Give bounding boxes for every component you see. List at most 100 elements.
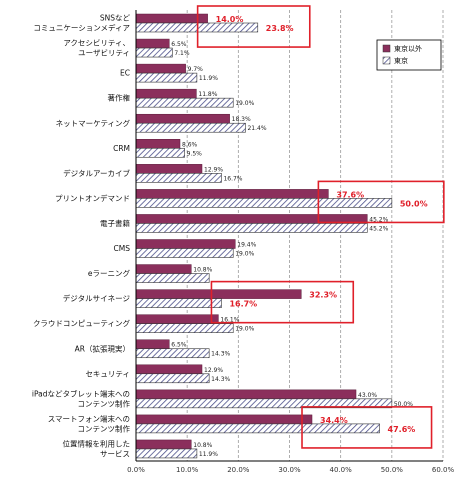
bar-tokyo-ika bbox=[135, 189, 329, 199]
category-label: eラーニング bbox=[88, 268, 131, 278]
bar-tokyo bbox=[135, 47, 173, 58]
bar-value-label: 21.4% bbox=[247, 125, 266, 132]
category-label: プリントオンデマンド bbox=[55, 193, 130, 203]
highlight-label: 32.3% bbox=[309, 291, 337, 300]
bar-tokyo-ika bbox=[135, 289, 302, 299]
category-label: アクセシビリティ、 bbox=[63, 39, 130, 48]
bar-tokyo-ika bbox=[135, 364, 203, 375]
highlight-label: 47.6% bbox=[388, 425, 416, 434]
category-label: デジタルサイネージ bbox=[63, 293, 131, 303]
x-tick-label: 10.0% bbox=[176, 466, 199, 474]
bar-value-label: 10.8% bbox=[193, 267, 212, 274]
x-tick-label: 40.0% bbox=[330, 466, 353, 474]
bar-tokyo-ika bbox=[135, 414, 313, 425]
bar-tokyo-ika bbox=[135, 339, 170, 349]
bar-value-label: 9.7% bbox=[188, 66, 204, 73]
bar-tokyo bbox=[135, 248, 234, 258]
x-tick-label: 30.0% bbox=[278, 466, 301, 474]
bar-tokyo bbox=[135, 348, 210, 359]
category-label: コミュニケーションメディア bbox=[33, 23, 130, 33]
legend-swatch bbox=[382, 56, 391, 65]
bar-value-label: 11.9% bbox=[199, 75, 218, 82]
highlight-box bbox=[196, 5, 311, 48]
highlight-label: 50.0% bbox=[400, 199, 428, 208]
bar-tokyo-ika bbox=[135, 439, 192, 450]
bar-value-label: 50.0% bbox=[394, 401, 413, 408]
bar-value-label: 10.8% bbox=[193, 442, 212, 449]
category-label: CMS bbox=[114, 244, 131, 253]
bar-tokyo bbox=[135, 423, 380, 434]
bar-value-label: 6.5% bbox=[171, 342, 187, 349]
category-label: コンテンツ制作 bbox=[78, 423, 131, 433]
legend-label: 東京 bbox=[394, 56, 408, 65]
bar-tokyo-ika bbox=[135, 113, 230, 124]
category-label: クラウドコンピューティング bbox=[33, 318, 131, 328]
bar-value-label: 16.7% bbox=[223, 175, 242, 182]
bar-value-label: 19.0% bbox=[235, 326, 254, 333]
legend-label: 東京以外 bbox=[394, 44, 422, 53]
category-label: iPadなどタブレット端末への bbox=[32, 388, 130, 398]
bar-value-label: 9.5% bbox=[187, 150, 203, 157]
bar-value-label: 19.4% bbox=[237, 242, 256, 249]
x-tick-label: 20.0% bbox=[227, 466, 250, 474]
bar-tokyo-ika bbox=[135, 389, 357, 400]
highlight-label: 37.6% bbox=[336, 190, 364, 199]
category-label: CRM bbox=[113, 144, 130, 153]
bar-tokyo bbox=[135, 147, 185, 158]
bar-value-label: 7.1% bbox=[174, 50, 190, 57]
category-label: 位置情報を利用した bbox=[63, 438, 131, 448]
bar-value-label: 8.6% bbox=[182, 141, 198, 148]
highlight-box bbox=[210, 280, 355, 324]
bar-tokyo bbox=[135, 198, 393, 208]
category-label: 著作権 bbox=[108, 93, 131, 103]
category-label: ネットマーケティング bbox=[56, 118, 131, 128]
bar-value-label: 11.8% bbox=[198, 91, 217, 98]
bar-tokyo-ika bbox=[135, 139, 181, 149]
bar-value-label: 45.2% bbox=[369, 225, 388, 232]
bar-tokyo bbox=[135, 373, 210, 384]
highlight-label: 16.7% bbox=[229, 300, 257, 309]
highlight-label: 14.0% bbox=[216, 15, 244, 24]
category-label: ユーザビリティ bbox=[78, 49, 130, 58]
highlight-box bbox=[301, 406, 433, 449]
category-label: SNSなど bbox=[100, 14, 131, 23]
category-label: サービス bbox=[100, 449, 130, 458]
bar-value-label: 14.3% bbox=[211, 376, 230, 383]
bar-tokyo bbox=[135, 273, 210, 283]
bar-value-label: 18.3% bbox=[232, 116, 251, 123]
bar-value-label: 43.0% bbox=[358, 392, 377, 399]
bar-tokyo-ika bbox=[135, 63, 186, 74]
bar-value-label: 11.9% bbox=[199, 451, 218, 458]
category-label: セキュリティ bbox=[85, 369, 130, 378]
bar-tokyo bbox=[135, 298, 222, 308]
bar-value-label: 12.9% bbox=[204, 367, 223, 374]
bar-tokyo-ika bbox=[135, 264, 192, 274]
data-labels: 6.5% 7.1% 9.7% 11.9% 11.8% 19.0% 18.3% 21.4% 8.6… bbox=[171, 41, 413, 458]
highlight-label: 34.4% bbox=[320, 416, 348, 425]
bar-value-label: 45.2% bbox=[369, 216, 388, 223]
bar-tokyo bbox=[135, 173, 222, 183]
highlight-box bbox=[317, 180, 445, 224]
category-label: EC bbox=[120, 69, 130, 78]
x-tick-label: 60.0% bbox=[432, 466, 455, 474]
bar-tokyo-ika bbox=[135, 164, 203, 174]
bar-tokyo bbox=[135, 448, 198, 459]
bar-value-label: 14.3% bbox=[211, 351, 230, 358]
bar-tokyo-ika bbox=[135, 38, 170, 49]
bar-value-label: 12.9% bbox=[204, 166, 223, 173]
category-label: AR（拡張現実） bbox=[75, 343, 130, 353]
bar-tokyo-ika bbox=[135, 88, 197, 99]
bar-tokyo bbox=[135, 323, 234, 333]
legend-swatch bbox=[382, 44, 391, 53]
bar-tokyo bbox=[135, 97, 234, 108]
bar-tokyo-ika bbox=[135, 314, 219, 324]
axes: 0.0% 10.0% 20.0% 30.0% 40.0% 50.0% 60.0% SNSなどコ… bbox=[32, 10, 455, 474]
bar-value-label: 19.0% bbox=[235, 251, 254, 258]
highlights: 14.0% 23.8% 37.6% 50.0% 32.3% 16.7% 34.4% 47.6% bbox=[196, 5, 445, 449]
x-tick-label: 50.0% bbox=[381, 466, 404, 474]
category-label: デジタルアーカイブ bbox=[63, 168, 130, 178]
highlight-label: 23.8% bbox=[266, 24, 294, 33]
grid bbox=[186, 10, 444, 461]
